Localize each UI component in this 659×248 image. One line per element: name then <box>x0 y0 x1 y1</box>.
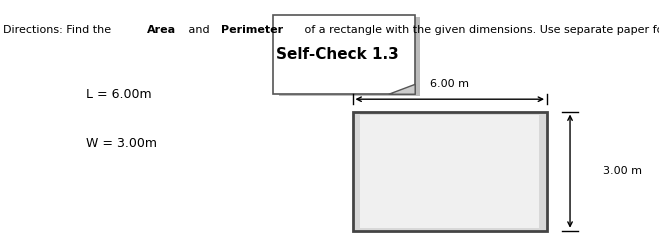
Text: W = 3.00m: W = 3.00m <box>86 137 157 150</box>
Polygon shape <box>389 84 415 94</box>
Text: Perimeter: Perimeter <box>221 25 283 35</box>
Polygon shape <box>273 15 415 94</box>
Text: 6.00 m: 6.00 m <box>430 79 469 89</box>
Text: Directions: Find the: Directions: Find the <box>3 25 115 35</box>
Text: Self-Check 1.3: Self-Check 1.3 <box>276 47 399 62</box>
FancyBboxPatch shape <box>279 17 420 96</box>
Bar <box>360 115 539 228</box>
Text: Area: Area <box>148 25 177 35</box>
Text: and: and <box>185 25 213 35</box>
Text: of a rectangle with the given dimensions. Use separate paper for your solutions.: of a rectangle with the given dimensions… <box>301 25 659 35</box>
Text: L = 6.00m: L = 6.00m <box>86 88 152 101</box>
Bar <box>353 112 547 231</box>
Text: 3.00 m: 3.00 m <box>603 166 642 176</box>
